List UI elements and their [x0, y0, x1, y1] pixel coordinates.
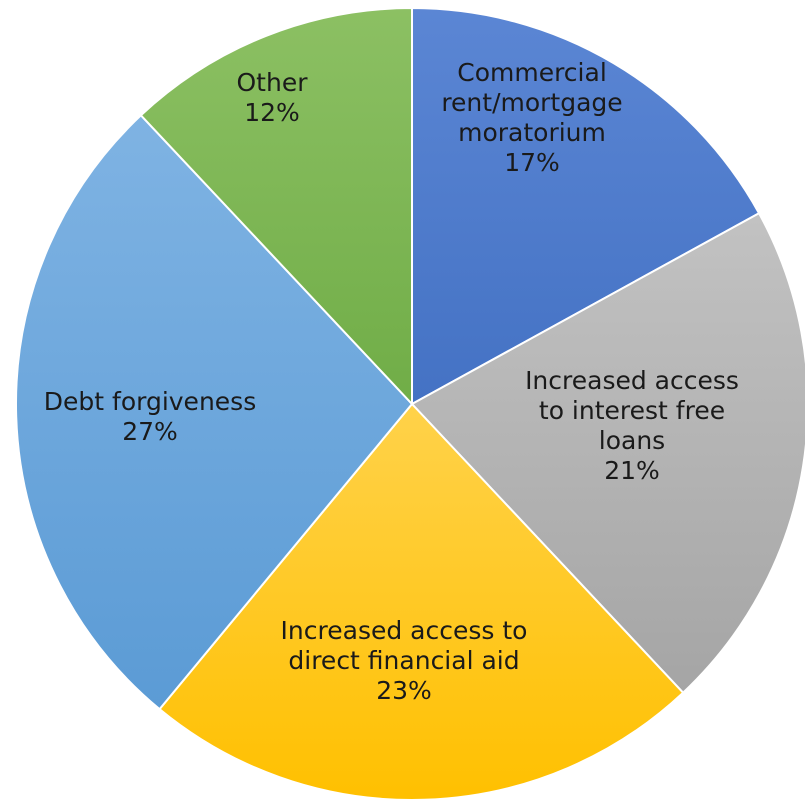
slice-label-line: Debt forgiveness — [44, 387, 256, 416]
slice-label-line: loans — [599, 426, 665, 455]
slice-label-line: to interest free — [539, 396, 725, 425]
slice-percent: 12% — [244, 98, 300, 127]
pie-slice-0 — [411, 6, 761, 406]
slice-label-line: moratorium — [458, 118, 606, 147]
slice-label-1: Increased access to interest free loans 21% — [525, 366, 739, 485]
slice-percent: 27% — [122, 417, 178, 446]
slice-percent: 21% — [604, 456, 660, 485]
pie-slices — [15, 6, 805, 801]
slice-label-0: Commercial rent/mortgage moratorium 17% — [441, 58, 622, 177]
pie-slice-1 — [410, 211, 805, 695]
pie-labels: Commercial rent/mortgage moratorium 17% Incr… — [44, 58, 739, 705]
pie-slice-4 — [139, 6, 413, 407]
pie-slice-2 — [158, 402, 685, 801]
slice-label-line: Increased access to — [281, 616, 528, 645]
slice-label-line: Other — [237, 68, 309, 97]
slice-percent: 17% — [504, 148, 560, 177]
slice-label-3: Debt forgiveness 27% — [44, 387, 256, 446]
slice-label-line: Increased access — [525, 366, 739, 395]
slice-label-line: Commercial — [457, 58, 607, 87]
slice-percent: 23% — [376, 676, 432, 705]
slice-label-line: rent/mortgage — [441, 88, 622, 117]
slice-label-4: Other 12% — [237, 68, 309, 127]
slice-label-line: direct financial aid — [288, 646, 519, 675]
slice-label-2: Increased access to direct financial aid 2… — [281, 616, 528, 705]
pie-slice-3 — [15, 113, 414, 711]
